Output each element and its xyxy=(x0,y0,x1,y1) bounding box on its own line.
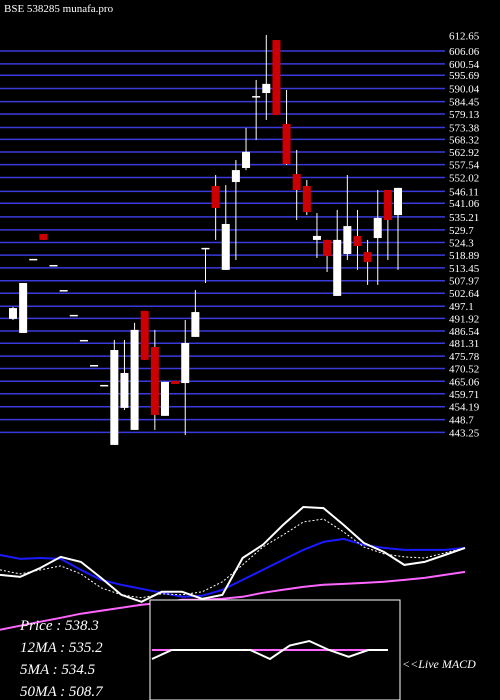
indicator-line xyxy=(151,639,388,661)
y-tick-label: 535.21 xyxy=(449,212,479,224)
candle-body xyxy=(201,247,210,250)
candle-body xyxy=(79,339,88,342)
candle-body xyxy=(343,226,352,254)
y-tick-label: 454.19 xyxy=(449,402,480,414)
candle-body xyxy=(59,290,68,292)
y-tick-label: 590.04 xyxy=(449,83,480,95)
stat: Price : 538.3 xyxy=(19,618,99,634)
candle-body xyxy=(373,217,382,239)
y-tick-label: 497.1 xyxy=(449,301,474,313)
candle-body xyxy=(9,308,17,319)
candle-body xyxy=(90,365,99,367)
y-tick-label: 529.7 xyxy=(449,225,474,237)
candle-body xyxy=(363,252,372,262)
indicator-line xyxy=(0,505,466,603)
candle-body xyxy=(150,346,159,415)
y-tick-label: 552.02 xyxy=(449,173,479,185)
candle-body xyxy=(323,239,332,257)
candle-body xyxy=(312,235,321,240)
y-tick-label: 448.7 xyxy=(449,415,474,427)
y-tick-label: 557.54 xyxy=(449,160,480,172)
stat: 50MA : 508.7 xyxy=(20,684,104,700)
y-tick-label: 584.45 xyxy=(449,97,480,109)
y-tick-label: 481.31 xyxy=(449,338,479,350)
indicator-line xyxy=(0,570,466,631)
candle-body xyxy=(69,314,78,317)
y-tick-label: 612.65 xyxy=(449,31,480,43)
candle-body xyxy=(262,83,271,94)
candle-body xyxy=(49,264,58,267)
y-tick-label: 507.97 xyxy=(449,276,480,288)
y-tick-label: 518.89 xyxy=(449,250,480,262)
candle-body xyxy=(383,190,392,220)
y-tick-label: 475.78 xyxy=(449,351,480,363)
candle-body xyxy=(120,372,129,408)
y-tick-label: 470.52 xyxy=(449,363,479,375)
candle-body xyxy=(292,174,301,191)
y-tick-label: 568.32 xyxy=(449,134,479,146)
candle-body xyxy=(181,342,190,384)
y-tick-label: 541.06 xyxy=(449,198,480,210)
y-tick-label: 600.54 xyxy=(449,59,480,71)
y-tick-label: 491.92 xyxy=(449,313,479,325)
candle-body xyxy=(231,170,240,183)
candle-body xyxy=(29,258,38,261)
candle-body xyxy=(100,384,109,387)
candle-body xyxy=(353,235,362,247)
stat: 5MA : 534.5 xyxy=(20,662,96,678)
indicator-line xyxy=(0,537,466,598)
candle-body xyxy=(110,350,119,445)
y-tick-label: 579.13 xyxy=(449,109,480,121)
y-tick-label: 606.06 xyxy=(449,46,480,58)
y-tick-label: 465.06 xyxy=(449,376,480,388)
candle-body xyxy=(191,312,200,337)
candle-body xyxy=(242,151,251,168)
y-tick-label: 524.3 xyxy=(449,237,474,249)
y-tick-label: 513.45 xyxy=(449,263,480,275)
y-tick-label: 459.71 xyxy=(449,389,479,401)
candle-body xyxy=(130,329,139,430)
candle-body xyxy=(333,239,342,296)
candle-body xyxy=(140,310,149,360)
stat: 12MA : 535.2 xyxy=(20,640,103,656)
macd-title: <<Live MACD xyxy=(402,657,476,671)
y-tick-label: 486.54 xyxy=(449,326,480,338)
candle-body xyxy=(171,380,180,384)
y-tick-label: 595.69 xyxy=(449,70,480,82)
candle-body xyxy=(272,40,281,116)
candle-body xyxy=(302,186,311,213)
candle-body xyxy=(282,123,291,165)
chart-title: BSE 538285 munafa.pro xyxy=(4,3,114,15)
candle-body xyxy=(211,186,220,209)
candle-body xyxy=(19,283,28,333)
y-tick-label: 443.25 xyxy=(449,427,480,439)
candle-body xyxy=(39,234,48,240)
candle-body xyxy=(394,187,402,216)
y-tick-label: 562.92 xyxy=(449,147,479,159)
y-tick-label: 502.64 xyxy=(449,288,480,300)
candle-body xyxy=(221,223,230,270)
candle-body xyxy=(160,381,169,416)
y-tick-label: 546.11 xyxy=(449,186,479,198)
y-tick-label: 573.38 xyxy=(449,123,480,135)
candle-body xyxy=(252,96,261,98)
